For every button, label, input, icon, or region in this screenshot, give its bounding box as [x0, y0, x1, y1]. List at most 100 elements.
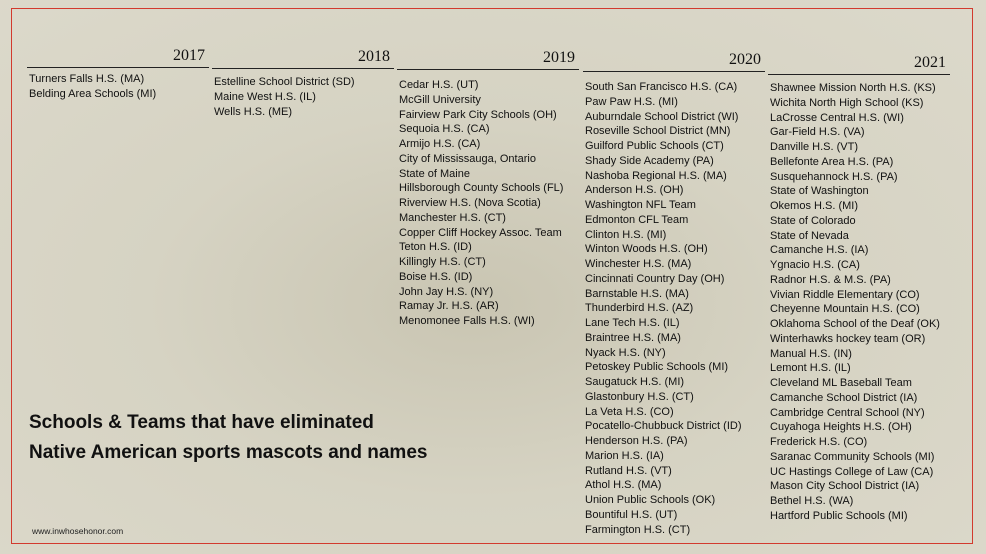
list-item: Camanche H.S. (IA): [770, 244, 869, 257]
list-item: Marion H.S. (IA): [585, 449, 664, 462]
year-heading: 2020: [583, 51, 765, 72]
list-item: Winton Woods H.S. (OH): [585, 243, 708, 256]
year-column: 2020 South San Francisco H.S. (CA) Paw Paw…: [583, 51, 765, 537]
footer-url: www.inwhosehonor.com: [32, 526, 124, 536]
list-item: Vivian Riddle Elementary (CO): [770, 288, 920, 301]
list-item: Athol H.S. (MA): [585, 479, 662, 492]
list-item: Saugatuck H.S. (MI): [585, 376, 685, 388]
year-column: 2019 Cedar H.S. (UT) McGill University Fair…: [397, 49, 579, 329]
list-item: Lemont H.S. (IL): [770, 362, 851, 375]
year-column: 2018 Estelline School District (SD) Maine …: [212, 48, 394, 119]
year-column: 2017 Turners Falls H.S. (MA) Belding Area …: [27, 47, 209, 102]
list-item: State of Washington: [770, 185, 869, 198]
list-item: Washington NFL Team: [585, 199, 696, 211]
list-item: Auburndale School District (WI): [585, 110, 739, 123]
list-item: Lane Tech H.S. (IL): [585, 317, 680, 329]
list-item: Ramay Jr. H.S. (AR): [399, 300, 499, 313]
list-item: La Veta H.S. (CO): [585, 405, 674, 418]
list-item: Roseville School District (MN): [585, 125, 731, 138]
list-item: Armijo H.S. (CA): [399, 138, 481, 150]
list-item: Clinton H.S. (MI): [585, 228, 667, 241]
item-list: South San Francisco H.S. (CA) Paw Paw H.S…: [583, 80, 765, 537]
year-heading: 2021: [768, 54, 950, 75]
list-item: Copper Cliff Hockey Assoc. Team: [399, 226, 562, 239]
list-item: State of Nevada: [770, 229, 849, 242]
list-item: Frederick H.S. (CO): [770, 436, 868, 448]
list-item: Oklahoma School of the Deaf (OK): [770, 318, 940, 330]
item-list: Cedar H.S. (UT) McGill University Fairview…: [397, 78, 579, 329]
year-heading: 2019: [397, 49, 579, 70]
list-item: Thunderbird H.S. (AZ): [585, 302, 694, 315]
list-item: Petoskey Public Schools (MI): [585, 361, 729, 374]
list-item: Camanche School District (IA): [770, 391, 918, 404]
list-item: Riverview H.S. (Nova Scotia): [399, 197, 541, 209]
list-item: Danville H.S. (VT): [770, 141, 859, 153]
list-item: Pocatello-Chubbuck District (ID): [585, 420, 742, 433]
list-item: Barnstable H.S. (MA): [585, 287, 689, 300]
list-item: Ygnacio H.S. (CA): [770, 259, 860, 271]
list-item: Saranac Community Schools (MI): [770, 450, 935, 463]
list-item: Shady Side Academy (PA): [585, 154, 714, 167]
list-item: Radnor H.S. & M.S. (PA): [770, 273, 891, 286]
list-item: Gar-Field H.S. (VA): [770, 126, 865, 139]
list-item: State of Colorado: [770, 214, 856, 227]
list-item: John Jay H.S. (NY): [399, 285, 494, 298]
list-item: Cincinnati Country Day (OH): [585, 272, 725, 285]
title-line: Native American sports mascots and names: [29, 442, 428, 463]
item-list: Estelline School District (SD) Maine West…: [212, 75, 394, 119]
list-item: Glastonbury H.S. (CT): [585, 390, 694, 403]
list-item: Maine West H.S. (IL): [214, 90, 316, 103]
item-list: Turners Falls H.S. (MA) Belding Area Scho…: [27, 72, 209, 102]
list-item: Menomonee Falls H.S. (WI): [399, 315, 535, 327]
list-item: Okemos H.S. (MI): [770, 200, 859, 212]
list-item: Cleveland ML Baseball Team: [770, 377, 912, 389]
list-item: Cambridge Central School (NY): [770, 406, 925, 419]
list-item: Belding Area Schools (MI): [29, 87, 157, 100]
item-list: Shawnee Mission North H.S. (KS) Wichita N…: [768, 81, 950, 524]
list-item: Boise H.S. (ID): [399, 270, 473, 283]
list-item: State of Maine: [399, 167, 470, 180]
list-item: LaCrosse Central H.S. (WI): [770, 111, 904, 124]
list-item: Wichita North High School (KS): [770, 96, 924, 109]
list-item: UC Hastings College of Law (CA): [770, 465, 934, 478]
list-item: Manual H.S. (IN): [770, 347, 852, 360]
list-item: Shawnee Mission North H.S. (KS): [770, 82, 936, 94]
list-item: Cheyenne Mountain H.S. (CO): [770, 303, 920, 316]
list-item: Rutland H.S. (VT): [585, 464, 672, 477]
list-item: Cuyahoga Heights H.S. (OH): [770, 421, 912, 434]
year-column: 2021 Shawnee Mission North H.S. (KS) Wichi…: [768, 54, 950, 524]
list-item: South San Francisco H.S. (CA): [585, 81, 738, 93]
title: Schools & Teams that have eliminated Nat…: [29, 408, 427, 468]
list-item: Winchester H.S. (MA): [585, 258, 692, 270]
list-item: Nyack H.S. (NY): [585, 346, 666, 359]
list-item: Guilford Public Schools (CT): [585, 140, 724, 152]
list-item: Bethel H.S. (WA): [770, 495, 854, 507]
title-line: Schools & Teams that have eliminated: [29, 412, 374, 433]
list-item: Nashoba Regional H.S. (MA): [585, 169, 727, 182]
year-heading: 2017: [27, 47, 209, 68]
list-item: Wells H.S. (ME): [214, 105, 293, 118]
list-item: Winterhawks hockey team (OR): [770, 332, 926, 345]
list-item: Bellefonte Area H.S. (PA): [770, 155, 894, 168]
list-item: Manchester H.S. (CT): [399, 211, 506, 224]
list-item: Cedar H.S. (UT): [399, 79, 479, 91]
list-item: Estelline School District (SD): [214, 76, 355, 88]
list-item: Bountiful H.S. (UT): [585, 508, 678, 521]
list-item: Mason City School District (IA): [770, 480, 920, 493]
list-item: Farmington H.S. (CT): [585, 523, 691, 536]
list-item: City of Mississauga, Ontario: [399, 152, 536, 165]
list-item: Killingly H.S. (CT): [399, 256, 486, 268]
list-item: Teton H.S. (ID): [399, 241, 472, 254]
year-heading: 2018: [212, 48, 394, 69]
list-item: Hillsborough County Schools (FL): [399, 182, 564, 195]
frame: [11, 8, 973, 544]
list-item: Edmonton CFL Team: [585, 213, 689, 226]
list-item: Susquehannock H.S. (PA): [770, 170, 898, 183]
list-item: Turners Falls H.S. (MA): [29, 73, 145, 85]
list-item: Braintree H.S. (MA): [585, 331, 681, 344]
list-item: Fairview Park City Schools (OH): [399, 108, 557, 121]
list-item: Anderson H.S. (OH): [585, 184, 684, 197]
list-item: Sequoia H.S. (CA): [399, 123, 490, 136]
list-item: Union Public Schools (OK): [585, 494, 716, 506]
